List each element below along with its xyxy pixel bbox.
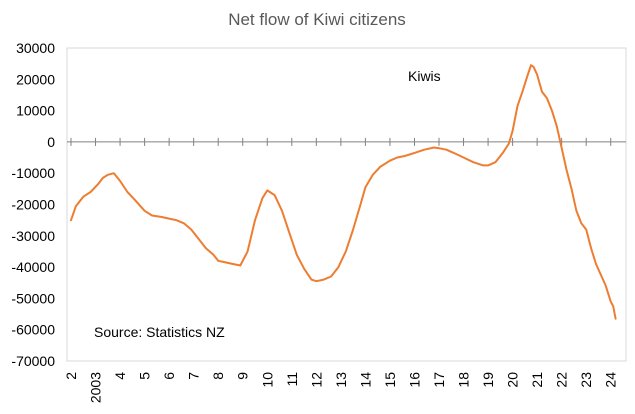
x-tick-label: 10	[259, 372, 275, 388]
x-tick-label: 18	[456, 372, 472, 388]
y-tick-label: -30000	[11, 228, 55, 244]
x-tick-label: 24	[603, 372, 619, 388]
y-tick-label: -40000	[11, 259, 55, 275]
y-tick-label: 20000	[16, 71, 55, 87]
y-tick-label: -70000	[11, 353, 55, 369]
x-tick-label: 4	[112, 372, 128, 380]
x-tick-label: 9	[235, 372, 251, 380]
y-tick-label: 10000	[16, 103, 55, 119]
y-tick-label: -50000	[11, 290, 55, 306]
x-tick-label: 2003	[88, 372, 104, 403]
x-tick-label: 12	[308, 372, 324, 388]
x-tick-label: 19	[480, 372, 496, 388]
x-axis: 2 2003 4 5 6 7 8 9 10 11 12 13 14 15 16 17 18 19 20 21 22 23 2…	[63, 137, 626, 403]
x-tick-label: 17	[431, 372, 447, 388]
chart-title: Net flow of Kiwi citizens	[228, 10, 406, 29]
x-tick-label: 23	[578, 372, 594, 388]
x-tick-label: 16	[406, 372, 422, 388]
plot-area-frame	[66, 47, 627, 362]
x-tick-label: 21	[529, 372, 545, 388]
y-tick-label: 0	[47, 134, 55, 150]
source-note: Source: Statistics NZ	[94, 324, 225, 340]
x-tick-label: 8	[210, 372, 226, 380]
x-tick-label: 6	[161, 372, 177, 380]
x-tick-label: 7	[186, 372, 202, 380]
x-tick-label: 2	[63, 372, 79, 380]
series-line-kiwis	[70, 64, 617, 320]
x-tick-label: 5	[137, 372, 153, 380]
x-tick-label: 22	[554, 372, 570, 388]
y-axis: 30000 20000 10000 0 -10000 -20000 -30000 -40000…	[11, 40, 55, 369]
x-tick-label: 20	[505, 372, 521, 388]
y-tick-label: 30000	[16, 40, 55, 56]
x-tick-label: 15	[382, 372, 398, 388]
y-tick-label: -20000	[11, 197, 55, 213]
y-tick-label: -60000	[11, 322, 55, 338]
x-tick-label: 11	[284, 372, 300, 387]
y-tick-label: -10000	[11, 165, 55, 181]
series-layer	[70, 64, 617, 320]
series-label-kiwis: Kiwis	[408, 68, 441, 84]
x-tick-label: 14	[357, 372, 373, 388]
x-tick-label: 13	[333, 372, 349, 388]
